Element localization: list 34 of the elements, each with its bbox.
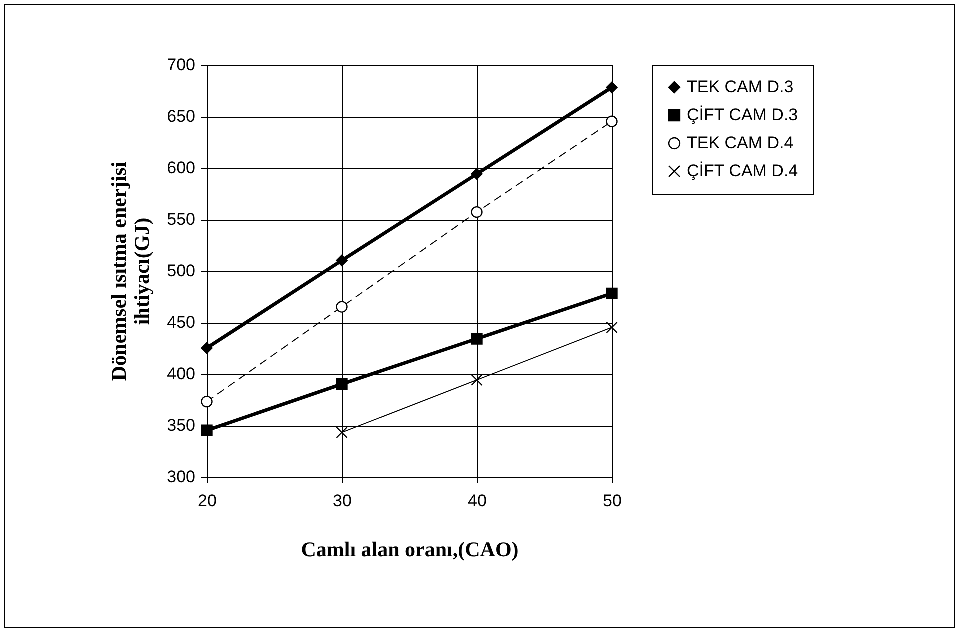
y-tick-label: 600 <box>167 158 196 178</box>
point <box>471 333 483 345</box>
point <box>336 301 348 313</box>
legend-label: ÇİFT CAM D.3 <box>687 106 798 124</box>
legend-label: TEK CAM D.4 <box>687 134 794 152</box>
point <box>336 254 348 267</box>
point <box>606 322 618 334</box>
y-tick-label: 300 <box>167 468 196 486</box>
x-tick-label: 40 <box>468 492 487 510</box>
y-tick-label: 450 <box>167 313 196 332</box>
point <box>201 396 213 408</box>
x-tick-label: 50 <box>603 492 622 510</box>
y-tick-label: 650 <box>167 107 196 126</box>
y-tick-label: 700 <box>167 56 196 74</box>
legend-label: ÇİFT CAM D.4 <box>687 162 798 180</box>
point <box>606 116 618 128</box>
point <box>201 424 213 436</box>
point <box>201 342 213 354</box>
x-axis-title: Camlı alan oranı,(CAO) <box>301 538 519 562</box>
y-tick-label: 400 <box>167 364 196 384</box>
point <box>471 168 483 180</box>
point <box>606 82 618 94</box>
point <box>471 374 483 386</box>
y-axis-title: Dönemsel ısıtma enerjisi ihtiyacı(GJ) <box>107 162 154 382</box>
x-tick-label: 30 <box>333 492 352 510</box>
y-tick-label: 500 <box>167 262 196 280</box>
point <box>336 378 348 390</box>
x-tick-label: 20 <box>198 492 217 510</box>
y-tick-label: 550 <box>167 210 196 229</box>
legend-label: TEK CAM D.3 <box>687 78 794 96</box>
y-tick-label: 350 <box>167 416 196 435</box>
point <box>336 426 348 439</box>
point <box>471 206 483 218</box>
point <box>606 288 618 300</box>
